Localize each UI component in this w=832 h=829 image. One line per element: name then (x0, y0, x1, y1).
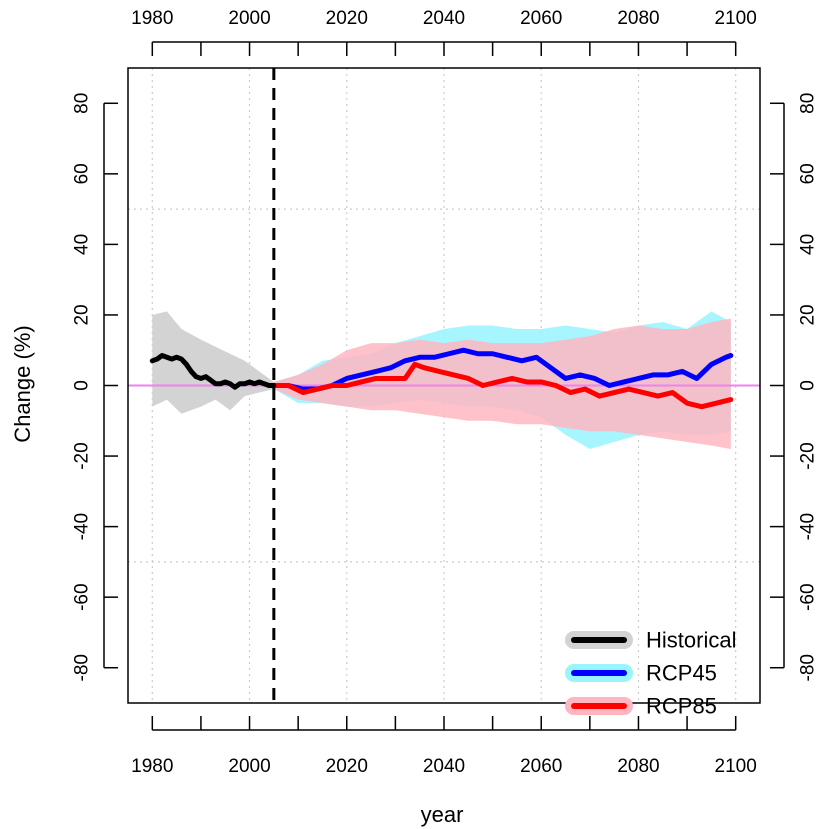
band-historical (152, 311, 274, 414)
x-tick-label-bottom: 2060 (520, 756, 562, 777)
y-tick-label-left: 80 (72, 93, 93, 114)
x-tick-label-top: 2060 (520, 8, 562, 29)
line-historical (149, 353, 277, 390)
y-tick-label-left: -80 (72, 654, 93, 681)
y-tick-label-left: 60 (72, 163, 93, 184)
x-tick-label-top: 2000 (228, 8, 270, 29)
x-tick-label-bottom: 2080 (617, 756, 659, 777)
x-tick-label-bottom: 1980 (131, 756, 173, 777)
y-tick-label-left: -40 (72, 513, 93, 540)
grid (128, 68, 760, 703)
x-tick-label-top: 2040 (423, 8, 465, 29)
line-rcp45 (271, 347, 734, 392)
band-rcp85 (273, 318, 731, 449)
y-tick-label-right: -40 (798, 513, 819, 540)
line-rcp85 (271, 361, 734, 410)
uncertainty-bands (152, 311, 731, 449)
x-tick-label-bottom: 2000 (228, 756, 270, 777)
y-tick-label-right: -20 (798, 442, 819, 469)
y-tick-label-right: -80 (798, 654, 819, 681)
y-tick-label-right: 20 (798, 304, 819, 325)
x-tick-label-top: 2100 (715, 8, 757, 29)
x-tick-label-bottom: 2020 (326, 756, 368, 777)
y-axis-label: Change (%) (10, 325, 35, 442)
x-axis-label: year (421, 802, 464, 827)
legend-label-historical: Historical (646, 628, 736, 653)
plot-frame (127, 67, 761, 704)
legend-label-rcp45: RCP45 (646, 661, 717, 686)
y-tick-label-right: 60 (798, 163, 819, 184)
y-tick-label-left: -60 (72, 583, 93, 610)
y-tick-label-right: -60 (798, 583, 819, 610)
x-tick-label-top: 2020 (326, 8, 368, 29)
y-tick-label-right: 0 (798, 380, 819, 391)
x-tick-label-top: 2080 (617, 8, 659, 29)
y-tick-label-left: 0 (72, 380, 93, 391)
x-tick-label-bottom: 2100 (715, 756, 757, 777)
plot-border (127, 67, 761, 704)
legend-label-rcp85: RCP85 (646, 694, 717, 719)
legend: Historical RCP45 RCP85 (565, 628, 736, 719)
axes: 1980198020002000202020202040204020602060… (72, 8, 819, 777)
y-tick-label-right: 80 (798, 93, 819, 114)
y-tick-label-left: -20 (72, 442, 93, 469)
y-tick-label-left: 40 (72, 234, 93, 255)
x-tick-label-top: 1980 (131, 8, 173, 29)
series-lines (149, 347, 734, 410)
y-tick-label-left: 20 (72, 304, 93, 325)
x-tick-label-bottom: 2040 (423, 756, 465, 777)
y-tick-label-right: 40 (798, 234, 819, 255)
